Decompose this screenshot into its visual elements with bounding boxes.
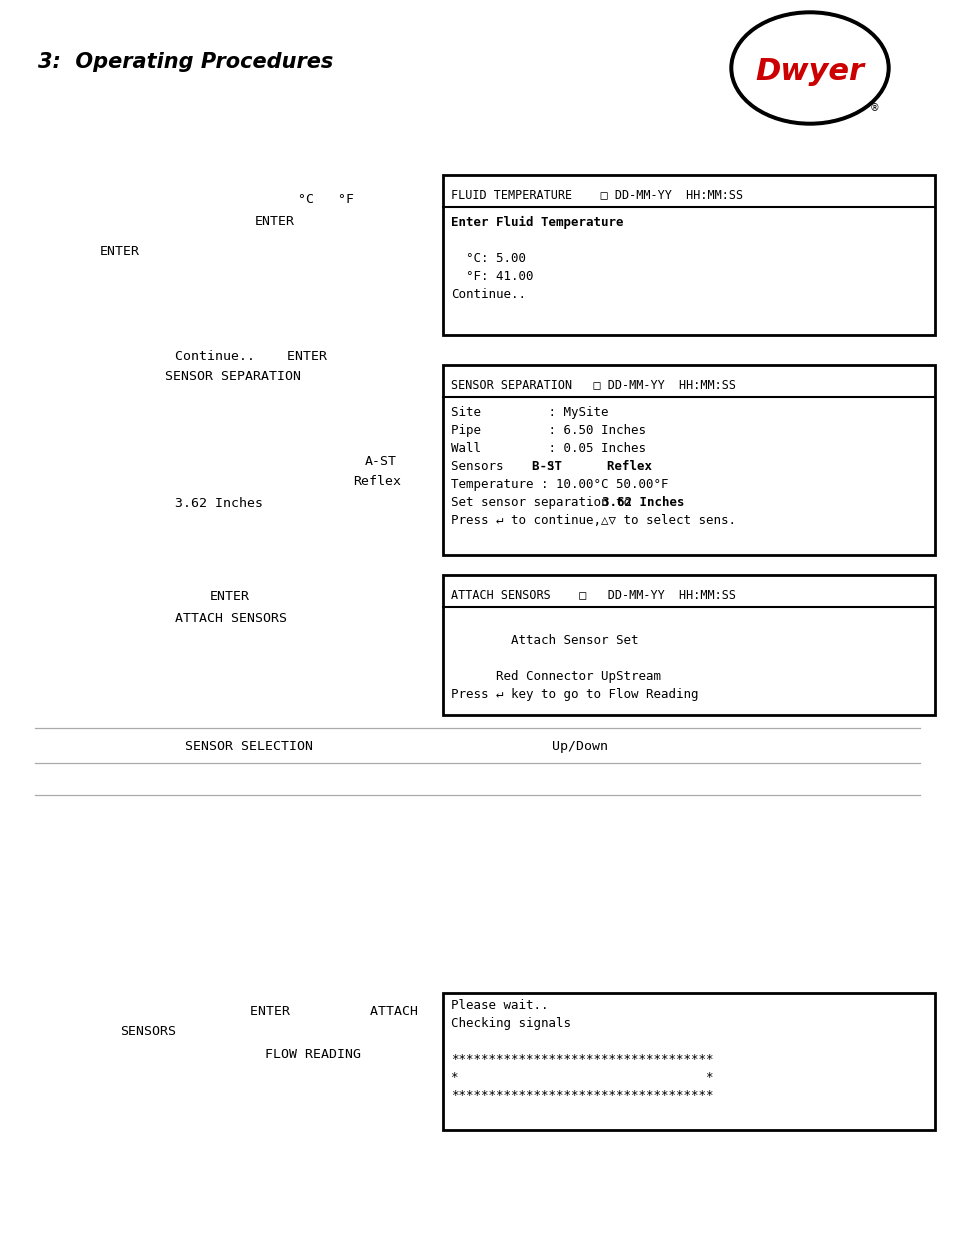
Bar [442, 993, 934, 1130]
Ellipse shape [729, 11, 889, 125]
Text: ATTACH SENSORS    □   DD-MM-YY  HH:MM:SS: ATTACH SENSORS □ DD-MM-YY HH:MM:SS [451, 588, 735, 601]
Text: Red Connector UpStream: Red Connector UpStream [451, 671, 660, 683]
Text: Continue..    ENTER: Continue.. ENTER [174, 350, 327, 363]
Text: Checking signals: Checking signals [451, 1018, 571, 1030]
Ellipse shape [733, 15, 885, 121]
Text: A-ST: A-ST [365, 454, 396, 468]
Text: 3.62 Inches: 3.62 Inches [174, 496, 263, 510]
Text: Site         : MySite: Site : MySite [451, 406, 608, 419]
Text: 3:  Operating Procedures: 3: Operating Procedures [38, 52, 333, 72]
Text: SENSOR SEPARATION: SENSOR SEPARATION [165, 370, 301, 383]
Text: °C   °F: °C °F [297, 193, 354, 206]
Text: 3.62 Inches: 3.62 Inches [602, 496, 684, 509]
Text: Please wait..: Please wait.. [451, 999, 548, 1013]
Text: Continue..: Continue.. [451, 288, 525, 301]
Text: FLUID TEMPERATURE    □ DD-MM-YY  HH:MM:SS: FLUID TEMPERATURE □ DD-MM-YY HH:MM:SS [451, 188, 742, 201]
Text: SENSORS: SENSORS [120, 1025, 175, 1037]
Bar [442, 576, 934, 715]
Text: °C: 5.00: °C: 5.00 [451, 252, 525, 266]
Text: Up/Down: Up/Down [552, 740, 607, 753]
Text: FLOW READING: FLOW READING [265, 1049, 360, 1061]
Text: SENSOR SELECTION: SENSOR SELECTION [185, 740, 313, 753]
Text: B-ST      Reflex: B-ST Reflex [532, 461, 652, 473]
Text: ®: ® [869, 103, 879, 112]
Text: ENTER: ENTER [210, 590, 250, 603]
Text: ENTER          ATTACH: ENTER ATTACH [250, 1005, 417, 1018]
Text: Temperature : 10.00°C 50.00°F: Temperature : 10.00°C 50.00°F [451, 478, 668, 492]
Bar [442, 366, 934, 555]
Text: Press ↵ to continue,△▽ to select sens.: Press ↵ to continue,△▽ to select sens. [451, 514, 735, 527]
Text: SENSOR SEPARATION   □ DD-MM-YY  HH:MM:SS: SENSOR SEPARATION □ DD-MM-YY HH:MM:SS [451, 378, 735, 391]
Text: Reflex: Reflex [353, 475, 400, 488]
Text: Dwyer: Dwyer [755, 58, 863, 86]
Text: Wall         : 0.05 Inches: Wall : 0.05 Inches [451, 442, 645, 456]
Bar [442, 175, 934, 335]
Text: Set sensor separation to: Set sensor separation to [451, 496, 660, 509]
Text: Attach Sensor Set: Attach Sensor Set [451, 635, 638, 647]
Text: Pipe         : 6.50 Inches: Pipe : 6.50 Inches [451, 424, 645, 437]
Text: ENTER: ENTER [254, 215, 294, 228]
Text: ***********************************: *********************************** [451, 1089, 713, 1102]
Text: *                                 *: * * [451, 1071, 713, 1084]
Text: °F: 41.00: °F: 41.00 [451, 270, 533, 283]
Text: ATTACH SENSORS: ATTACH SENSORS [174, 613, 287, 625]
Text: Sensors      :: Sensors : [451, 461, 563, 473]
Text: ***********************************: *********************************** [451, 1053, 713, 1066]
Text: Press ↵ key to go to Flow Reading: Press ↵ key to go to Flow Reading [451, 688, 698, 701]
Text: Enter Fluid Temperature: Enter Fluid Temperature [451, 216, 623, 230]
Text: ENTER: ENTER [100, 245, 140, 258]
